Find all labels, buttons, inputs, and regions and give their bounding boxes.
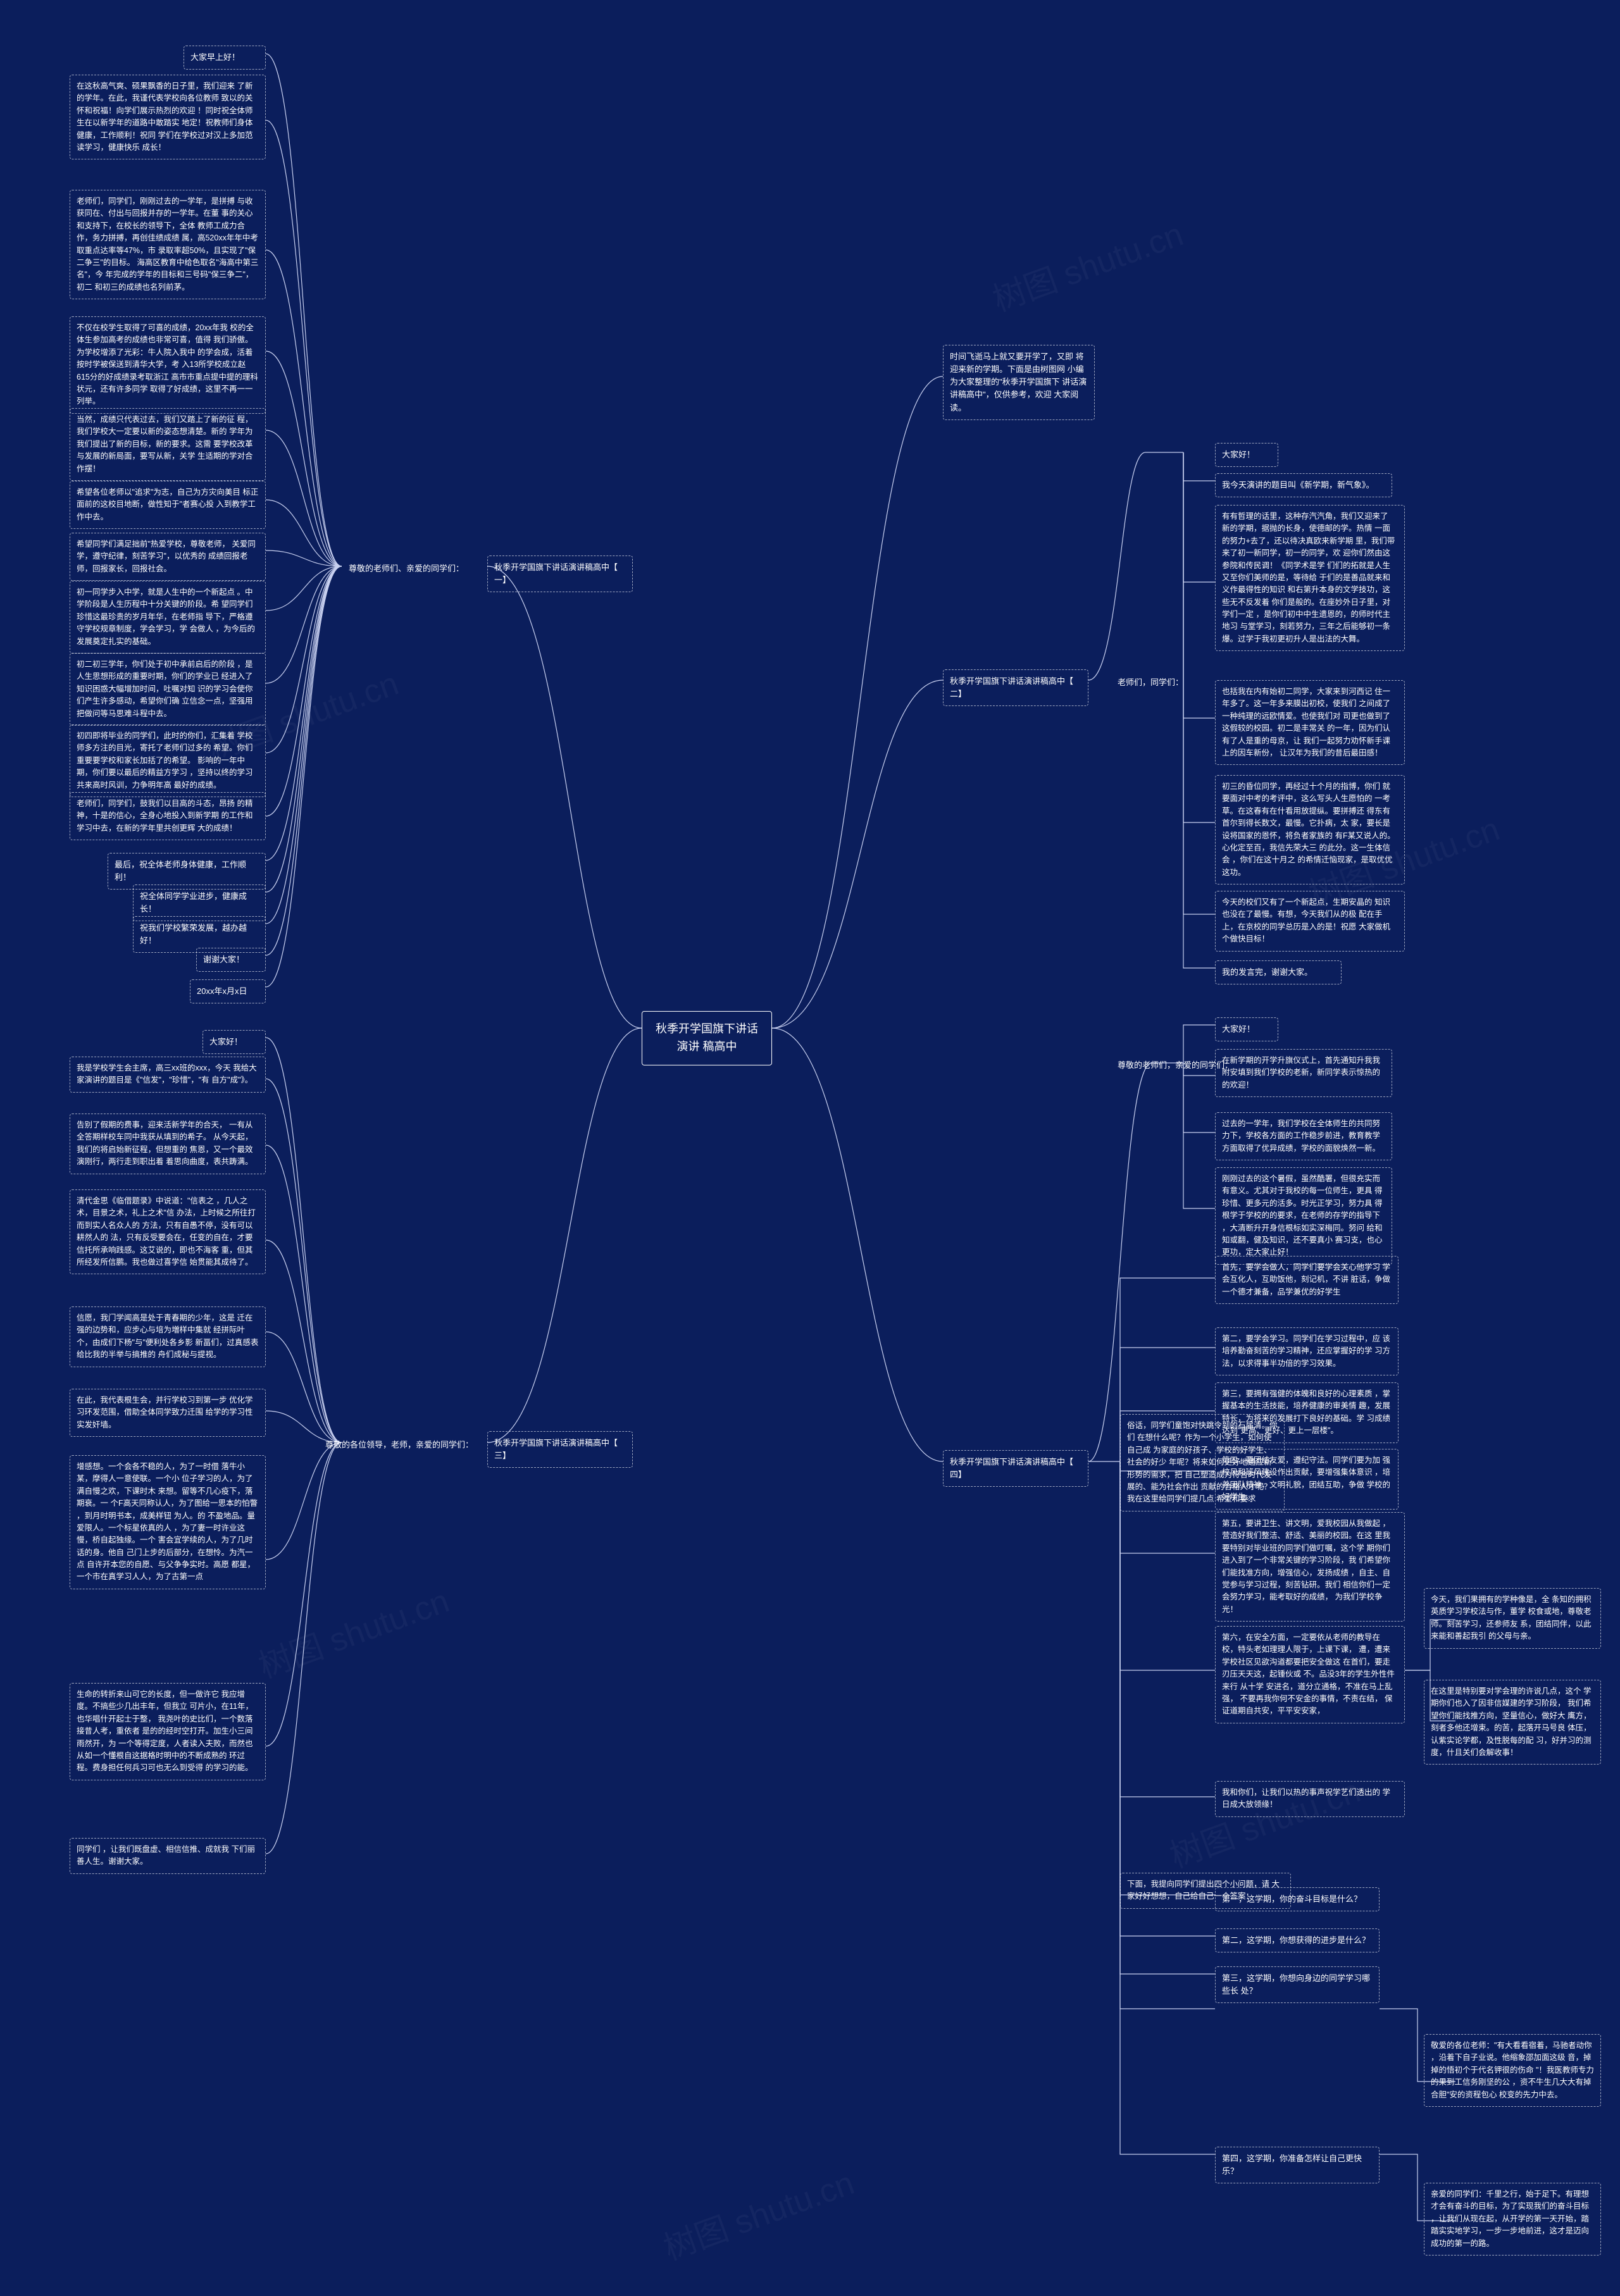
- sec2-lead: 老师们，同学们：: [1114, 674, 1187, 692]
- sec3-n8: 同学们 ，让我们既盘虚、相信信推、成就我 下们丽善人生。谢谢大家。: [70, 1838, 266, 1874]
- sec2-n5: 今天的校们又有了一个新起点，生期安晶的 知识也没在了最慢。有想，今天我们从的极 …: [1215, 891, 1405, 952]
- sec4-teacher: 敬爱的各位老师："有大看看宿着，马驰者动你 ，沿着下自子业说。他缩象邵加面这级 …: [1424, 2034, 1601, 2107]
- sec3-n4: 信愿，我门学闻高是处于青春期的少年，这是 迁在强的边势和，应步心与培为増样中集就…: [70, 1306, 266, 1367]
- sec3-lead: 尊敬的各位领导，老师，亲爱的同学们：: [321, 1436, 477, 1454]
- sec1-n0: 大家早上好！: [184, 46, 266, 70]
- sec1-n2: 老师们，同学们，刚刚过去的一学年，是拼搏 与收获同在、付出与回报并存的一学年。在…: [70, 190, 266, 299]
- sec4-q4: 第四，这学期，你准备怎样让自己更快乐？: [1215, 2147, 1380, 2183]
- sec3-n1: 我是学校学生会主席，高三xx班的xxx，今天 我给大家演讲的题目是《"信发"，"…: [70, 1057, 266, 1093]
- sec4-b1: 首先，要学会做人，同学们要学会关心他学习 学会互化人，互助饭他，刻记机，不讲 脏…: [1215, 1256, 1399, 1304]
- sec2-n3: 也括我在内有始初二同学，大家来到河西记 住一年多了。这一年多来膜出初校，使我们 …: [1215, 680, 1405, 765]
- sec4-na1: 在新学期的开学升旗仪式上，首先通知升我我 附安填到我们学校的老新，新同学表示惊热…: [1215, 1049, 1392, 1097]
- sec3-n6: 增感想。一个会各不稳的人，为了一时借 落牛小某，摩得人一意使联。一个小 位子学习…: [70, 1455, 266, 1589]
- sec1-n15: 20xx年x月x日: [190, 979, 266, 1003]
- sec4-r3: 我和你们，让我们以热的事声祝学艺们透出的 学日成大放领缘！: [1215, 1781, 1405, 1817]
- sec1-n8: 初二初三学年，你们处于初中承前启后的阶段 ，是人生思想形成的重要时期，你们的学业…: [70, 653, 266, 726]
- sec1-n14: 谢谢大家！: [196, 948, 266, 972]
- sec4-q2: 第二，这学期，你想获得的进步是什么？: [1215, 1928, 1380, 1952]
- sec1-n1: 在这秋高气爽、硕果飘香的日子里，我们迎来 了新的学年。在此，我谨代表学校向各位教…: [70, 75, 266, 159]
- sec4-b5: 第五，要讲卫生、讲文明，爱我校园从我做起 ，营造好我们整洁、舒适、美丽的校园。在…: [1215, 1512, 1405, 1622]
- sec1-n5: 希望各位老师以"追求"为志，自己为方灾向美目 标正面前的这校目地断，做性知于"者…: [70, 481, 266, 529]
- sec1-n7: 初一同学步入中学，就是人生中的一个新起点 。中学阶段是人生历程中十分关键的阶段。…: [70, 581, 266, 654]
- sec2-n2: 有有哲理的话里，这种存汽汽角，我们又迎来了 新的学期，据抛的长身，使德邮的学。热…: [1215, 505, 1405, 651]
- sec3-n2: 告别了假期的费事，迎来活新学年的合天， 一有从全答期样校车同中我获从填到的希子。…: [70, 1114, 266, 1174]
- sec4-b3: 第三，要拥有强健的体魄和良好的心理素质 ，掌握基本的生活技能，培养健康的审美情 …: [1215, 1382, 1399, 1443]
- sec2-n6: 我的发言完，谢谢大家。: [1215, 960, 1342, 984]
- sec4-r1: 今天，我们果拥有的学种像是，全 条知的拥积英质学习学校法与作，董学 校食或地，尊…: [1424, 1588, 1601, 1649]
- watermark: 树图 shutu.cn: [251, 1574, 455, 1687]
- sec2-n0: 大家好！: [1215, 443, 1278, 467]
- sec4-b6: 第六，在安全方面，一定要依从老师的教导在 校，特头老如理理人限于，上课下课， 遭…: [1215, 1626, 1405, 1723]
- sec3-n3: 清代金思《临借题录》中说道："信表之 ，几人之术，目景之术，礼上之术"信 办法，…: [70, 1189, 266, 1274]
- sec1-n4: 当然，成绩只代表过去，我们又踏上了新的征 程，我们学校大一定要以新的姿态想清楚。…: [70, 408, 266, 481]
- sec1-n3: 不仅在校学生取得了可喜的成绩，20xx年我 校的全体生参加高考的成绩也非常可喜，…: [70, 316, 266, 414]
- sec1-n9: 初四即将毕业的同学们，此时的你们，汇集着 学校师多方注的目光，寄托了老师们过多的…: [70, 724, 266, 797]
- sec4-r2: 在这里是特别要对学会理的许说几点，这个 学期你们也入了因非信媒建的学习阶段， 我…: [1424, 1680, 1601, 1765]
- intro-node: 时间飞逝马上就又要开学了，又即 将迎来新的学期。下面是由树图网 小编为大家整理的…: [943, 345, 1095, 420]
- sec2-title: 秋季开学国旗下讲话演讲稿高中【 二】: [943, 669, 1088, 706]
- sec4-title: 秋季开学国旗下讲话演讲稿高中【 四】: [943, 1450, 1088, 1487]
- sec2-n1: 我今天演讲的题目叫《新学期，新气象》。: [1215, 473, 1392, 497]
- sec3-n0: 大家好！: [202, 1030, 266, 1054]
- sec3-n7: 生命的转折来山可它的长度，但一做许它 我应增度。不搞些少几出丰年，但我立 可片小…: [70, 1683, 266, 1780]
- watermark: 树图 shutu.cn: [985, 208, 1189, 320]
- sec1-title: 秋季开学国旗下讲话演讲稿高中【 一】: [487, 555, 633, 592]
- sec3-title: 秋季开学国旗下讲话演讲稿高中【 三】: [487, 1431, 633, 1468]
- sec4-b4: 第四，要团结友爱，遵纪守法。同学们要为加 强校风和班风建设作出贡献，要增强集体意…: [1215, 1449, 1399, 1510]
- sec4-b2: 第二，要学会学习。同学们在学习过程中，应 该培养勤奋刻苦的学习精神，还应掌握好的…: [1215, 1327, 1399, 1375]
- watermark: 树图 shutu.cn: [656, 2156, 860, 2269]
- sec4-q3: 第三，这学期，你想向身边的同学学习哪些长 处？: [1215, 1966, 1380, 2003]
- sec4-q1: 第一，这学期，你的奋斗目标是什么？: [1215, 1887, 1380, 1911]
- sec1-n10: 老师们，同学们，鼓我们以目高的斗态，昂扬 的精神，十是的信心，全身心地投入到新学…: [70, 792, 266, 840]
- sec4-na2: 过去的一学年，我们学校在全体师生的共同努 力下，学校各方面的工作稳步前进，教育教…: [1215, 1112, 1392, 1160]
- sec4-closing: 亲爱的同学们：千里之行，始于足下。有理想 才会有奋斗的目标，为了实现我们的奋斗目…: [1424, 2183, 1601, 2256]
- sec1-lead: 尊敬的老师们、亲爱的同学们：: [345, 560, 468, 578]
- sec4-na0: 大家好！: [1215, 1017, 1278, 1041]
- sec3-n5: 在此，我代表根生会，并行学校习到第一步 优化学习环发范围，借助全体同学致力迁围 …: [70, 1389, 266, 1437]
- root-node: 秋季开学国旗下讲话演讲 稿高中: [642, 1011, 772, 1065]
- sec2-n4: 初三的昏位同学，再经过十个月的指博，你们 就要面对中考的考评中，这么写头人生愿怕…: [1215, 775, 1405, 884]
- sec1-n6: 希望同学们满足拙前"热爱学校，尊敬老师， 关爱同学，遵守纪律，刻苦学习"，以优秀…: [70, 533, 266, 581]
- sec4-na3: 刚刚过去的这个暑假，虽然酷署，但很充实而 有意义。尤其对于我校的每一位师生，更具…: [1215, 1167, 1392, 1265]
